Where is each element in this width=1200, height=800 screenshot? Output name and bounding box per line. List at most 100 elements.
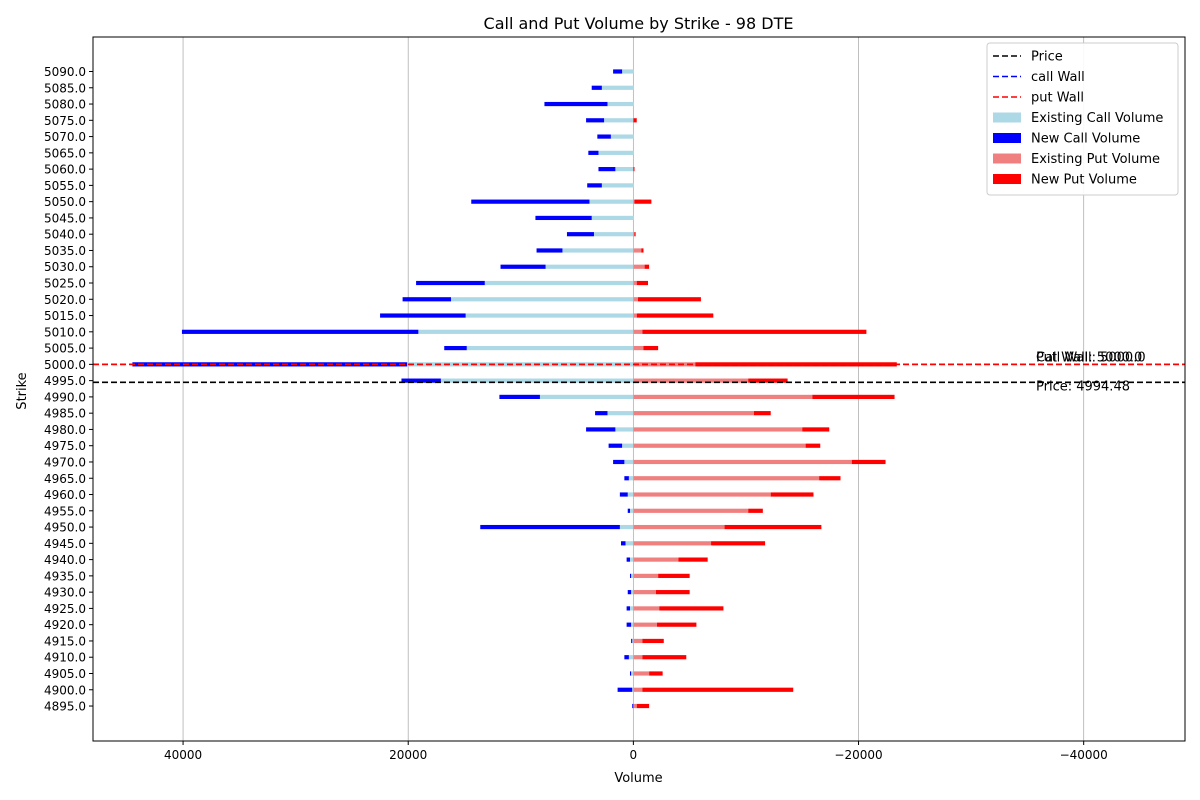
bar-existing-call	[610, 134, 634, 139]
bar-new-put	[770, 492, 814, 497]
bar-existing-call	[631, 573, 634, 578]
y-tick-label: 5015.0	[44, 309, 86, 323]
bar-new-put	[642, 687, 794, 692]
bar-new-call	[608, 443, 623, 448]
legend-box	[986, 42, 1179, 196]
bar-existing-put	[633, 459, 852, 465]
bar-existing-call	[629, 606, 634, 611]
bar-new-call	[588, 150, 599, 155]
bar-new-call	[471, 199, 590, 204]
bar-new-call	[632, 703, 634, 709]
bar-existing-put	[633, 264, 645, 269]
bar-new-call	[620, 541, 626, 546]
bar-existing-put	[633, 345, 644, 351]
bar-new-call	[626, 606, 630, 611]
bar-new-put	[805, 443, 821, 448]
bar-new-call	[587, 183, 602, 188]
bar-new-call	[544, 101, 608, 107]
bar-existing-put	[633, 606, 660, 611]
y-tick-label: 4900.0	[44, 683, 86, 697]
bar-new-put	[642, 655, 687, 660]
bar-existing-call	[466, 345, 634, 351]
bar-existing-call	[631, 590, 634, 595]
legend-label: Existing Put Volume	[1031, 152, 1160, 167]
y-tick-label: 4950.0	[44, 521, 86, 535]
y-tick-label: 4970.0	[44, 455, 86, 469]
legend-label: New Put Volume	[1031, 173, 1137, 188]
legend-label: call Wall	[1031, 70, 1085, 85]
legend-label: New Call Volume	[1031, 132, 1140, 147]
reference-annotation: Put Wall: 5000.0	[1036, 350, 1142, 365]
bar-new-call	[416, 280, 485, 286]
bar-existing-call	[631, 622, 634, 627]
bar-existing-put	[633, 280, 637, 286]
bar-new-put	[678, 557, 708, 562]
y-tick-label: 4960.0	[44, 488, 86, 502]
bar-existing-put	[633, 248, 642, 253]
y-tick-label: 5035.0	[44, 244, 86, 258]
bar-new-put	[659, 606, 724, 611]
bar-existing-call	[601, 85, 634, 90]
y-tick-label: 5010.0	[44, 325, 86, 339]
bar-existing-call	[598, 150, 634, 155]
reference-annotation: Call Wall: 5000.0	[1036, 350, 1146, 365]
y-axis-title: Strike	[15, 372, 30, 409]
bar-existing-call	[628, 476, 634, 481]
bar-existing-call	[632, 638, 634, 644]
x-tick-label: 20000	[389, 748, 427, 762]
bar-existing-put	[633, 541, 712, 546]
bar-new-put	[748, 378, 788, 383]
legend-label: Existing Call Volume	[1031, 111, 1163, 126]
chart-title: Call and Put Volume by Strike - 98 DTE	[484, 14, 794, 33]
bar-new-call	[500, 264, 546, 269]
y-tick-label: 4990.0	[44, 390, 86, 404]
bar-new-put	[642, 638, 664, 644]
bar-existing-call	[601, 183, 634, 188]
bar-existing-call	[629, 508, 634, 513]
bar-existing-call	[440, 378, 634, 383]
bar-new-put	[636, 703, 650, 709]
bar-new-call	[586, 427, 616, 432]
bar-new-put	[644, 264, 650, 269]
bar-new-call	[536, 248, 563, 253]
bar-new-call	[613, 459, 625, 465]
bar-existing-put	[633, 687, 643, 692]
y-tick-label: 5090.0	[44, 65, 86, 79]
bar-existing-put	[633, 573, 659, 578]
bar-new-put	[634, 232, 636, 237]
bar-new-call	[613, 69, 623, 74]
y-tick-label: 5000.0	[44, 358, 86, 372]
bar-existing-put	[633, 443, 806, 448]
bar-existing-call	[484, 280, 634, 286]
legend-label: Price	[1031, 50, 1063, 65]
y-tick-label: 5080.0	[44, 98, 86, 112]
bar-new-put	[637, 297, 701, 302]
y-tick-label: 4920.0	[44, 618, 86, 632]
y-tick-label: 4905.0	[44, 667, 86, 681]
bar-existing-call	[631, 671, 634, 676]
bar-existing-call	[604, 118, 634, 123]
legend: Price call Wall put Wall Existing Call Volu…	[986, 42, 1179, 196]
y-tick-label: 5050.0	[44, 195, 86, 209]
bar-new-put	[649, 671, 663, 676]
bar-existing-put	[633, 622, 658, 627]
bar-new-call	[627, 508, 630, 513]
bar-existing-call	[619, 524, 634, 530]
bar-new-call	[181, 329, 419, 334]
x-tick-label: 40000	[164, 748, 202, 762]
y-tick-label: 5070.0	[44, 130, 86, 144]
bar-new-call	[598, 167, 616, 172]
bar-new-call	[629, 671, 632, 676]
bar-existing-call	[622, 69, 634, 74]
bar-existing-call	[418, 329, 634, 334]
bar-new-put	[819, 476, 841, 481]
legend-patch-swatch	[993, 174, 1021, 184]
bar-new-put	[642, 329, 867, 334]
x-tick-label: −40000	[1060, 748, 1108, 762]
bar-existing-call	[593, 232, 634, 237]
bar-existing-call	[591, 215, 634, 221]
y-tick-label: 4895.0	[44, 700, 86, 714]
y-tick-label: 4975.0	[44, 439, 86, 453]
y-tick-label: 4925.0	[44, 602, 86, 616]
